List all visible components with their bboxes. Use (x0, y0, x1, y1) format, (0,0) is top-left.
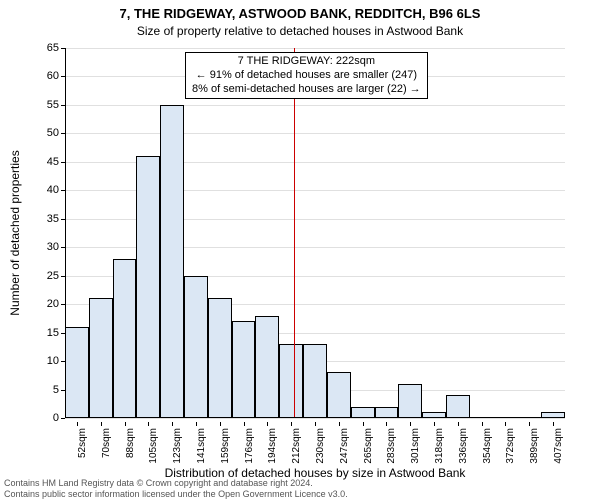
annotation-line-2: ← 91% of detached houses are smaller (24… (192, 69, 421, 83)
histogram-bar (65, 327, 89, 418)
x-tick-label: 283sqm (386, 428, 397, 464)
x-tick-mark (458, 422, 459, 426)
x-tick-label: 70sqm (101, 428, 112, 458)
gridline (65, 105, 565, 106)
histogram-bar (113, 259, 137, 418)
y-axis-line (65, 48, 66, 418)
gridline (65, 418, 565, 419)
x-tick-label: 105sqm (148, 428, 159, 464)
y-tick-mark (61, 418, 65, 419)
histogram-bar (89, 298, 113, 418)
x-tick-mark (291, 422, 292, 426)
chart-subtitle: Size of property relative to detached ho… (0, 24, 600, 38)
x-tick-label: 354sqm (482, 428, 493, 464)
x-tick-label: 336sqm (458, 428, 469, 464)
x-tick-mark (386, 422, 387, 426)
x-tick-label: 230sqm (315, 428, 326, 464)
footer-line-1: Contains HM Land Registry data © Crown c… (4, 478, 348, 488)
x-tick-mark (148, 422, 149, 426)
x-tick-label: 407sqm (553, 428, 564, 464)
plot-area: 0510152025303540455055606552sqm70sqm88sq… (65, 48, 565, 418)
x-tick-label: 194sqm (267, 428, 278, 464)
histogram-bar (255, 316, 279, 418)
x-tick-label: 123sqm (172, 428, 183, 464)
histogram-bar (279, 344, 303, 418)
histogram-bar (232, 321, 256, 418)
x-tick-label: 176sqm (244, 428, 255, 464)
annotation-line-3: 8% of semi-detached houses are larger (2… (192, 83, 421, 97)
footer-text: Contains HM Land Registry data © Crown c… (4, 478, 348, 499)
histogram-bar (136, 156, 160, 418)
x-tick-label: 372sqm (505, 428, 516, 464)
x-tick-mark (553, 422, 554, 426)
histogram-bar (184, 276, 208, 418)
x-tick-label: 247sqm (339, 428, 350, 464)
histogram-bar (398, 384, 422, 418)
gridline (65, 48, 565, 49)
x-tick-mark (101, 422, 102, 426)
x-tick-mark (505, 422, 506, 426)
histogram-bar (208, 298, 232, 418)
chart-container: 7, THE RIDGEWAY, ASTWOOD BANK, REDDITCH,… (0, 0, 600, 500)
x-tick-label: 265sqm (363, 428, 374, 464)
chart-title-main: 7, THE RIDGEWAY, ASTWOOD BANK, REDDITCH,… (0, 6, 600, 21)
x-tick-label: 389sqm (529, 428, 540, 464)
x-tick-label: 212sqm (291, 428, 302, 464)
x-tick-mark (267, 422, 268, 426)
x-tick-mark (77, 422, 78, 426)
annotation-line-1: 7 THE RIDGEWAY: 222sqm (192, 55, 421, 69)
x-tick-label: 52sqm (77, 428, 88, 458)
histogram-bar (160, 105, 184, 418)
x-tick-mark (529, 422, 530, 426)
histogram-bar (446, 395, 470, 418)
x-tick-mark (172, 422, 173, 426)
x-axis-line (65, 417, 565, 418)
x-tick-mark (482, 422, 483, 426)
gridline (65, 133, 565, 134)
annotation-box: 7 THE RIDGEWAY: 222sqm← 91% of detached … (185, 52, 428, 99)
x-tick-mark (220, 422, 221, 426)
histogram-bar (303, 344, 327, 418)
x-tick-label: 88sqm (125, 428, 136, 458)
x-tick-mark (363, 422, 364, 426)
x-tick-label: 141sqm (196, 428, 207, 464)
x-tick-label: 301sqm (410, 428, 421, 464)
x-tick-mark (410, 422, 411, 426)
y-axis-label: Number of detached properties (8, 48, 28, 418)
x-tick-mark (434, 422, 435, 426)
footer-line-2: Contains public sector information licen… (4, 489, 348, 499)
x-tick-mark (125, 422, 126, 426)
marker-line (294, 48, 295, 418)
x-tick-mark (244, 422, 245, 426)
x-tick-label: 318sqm (434, 428, 445, 464)
x-tick-mark (196, 422, 197, 426)
x-tick-label: 159sqm (220, 428, 231, 464)
x-tick-mark (315, 422, 316, 426)
x-tick-mark (339, 422, 340, 426)
histogram-bar (327, 372, 351, 418)
